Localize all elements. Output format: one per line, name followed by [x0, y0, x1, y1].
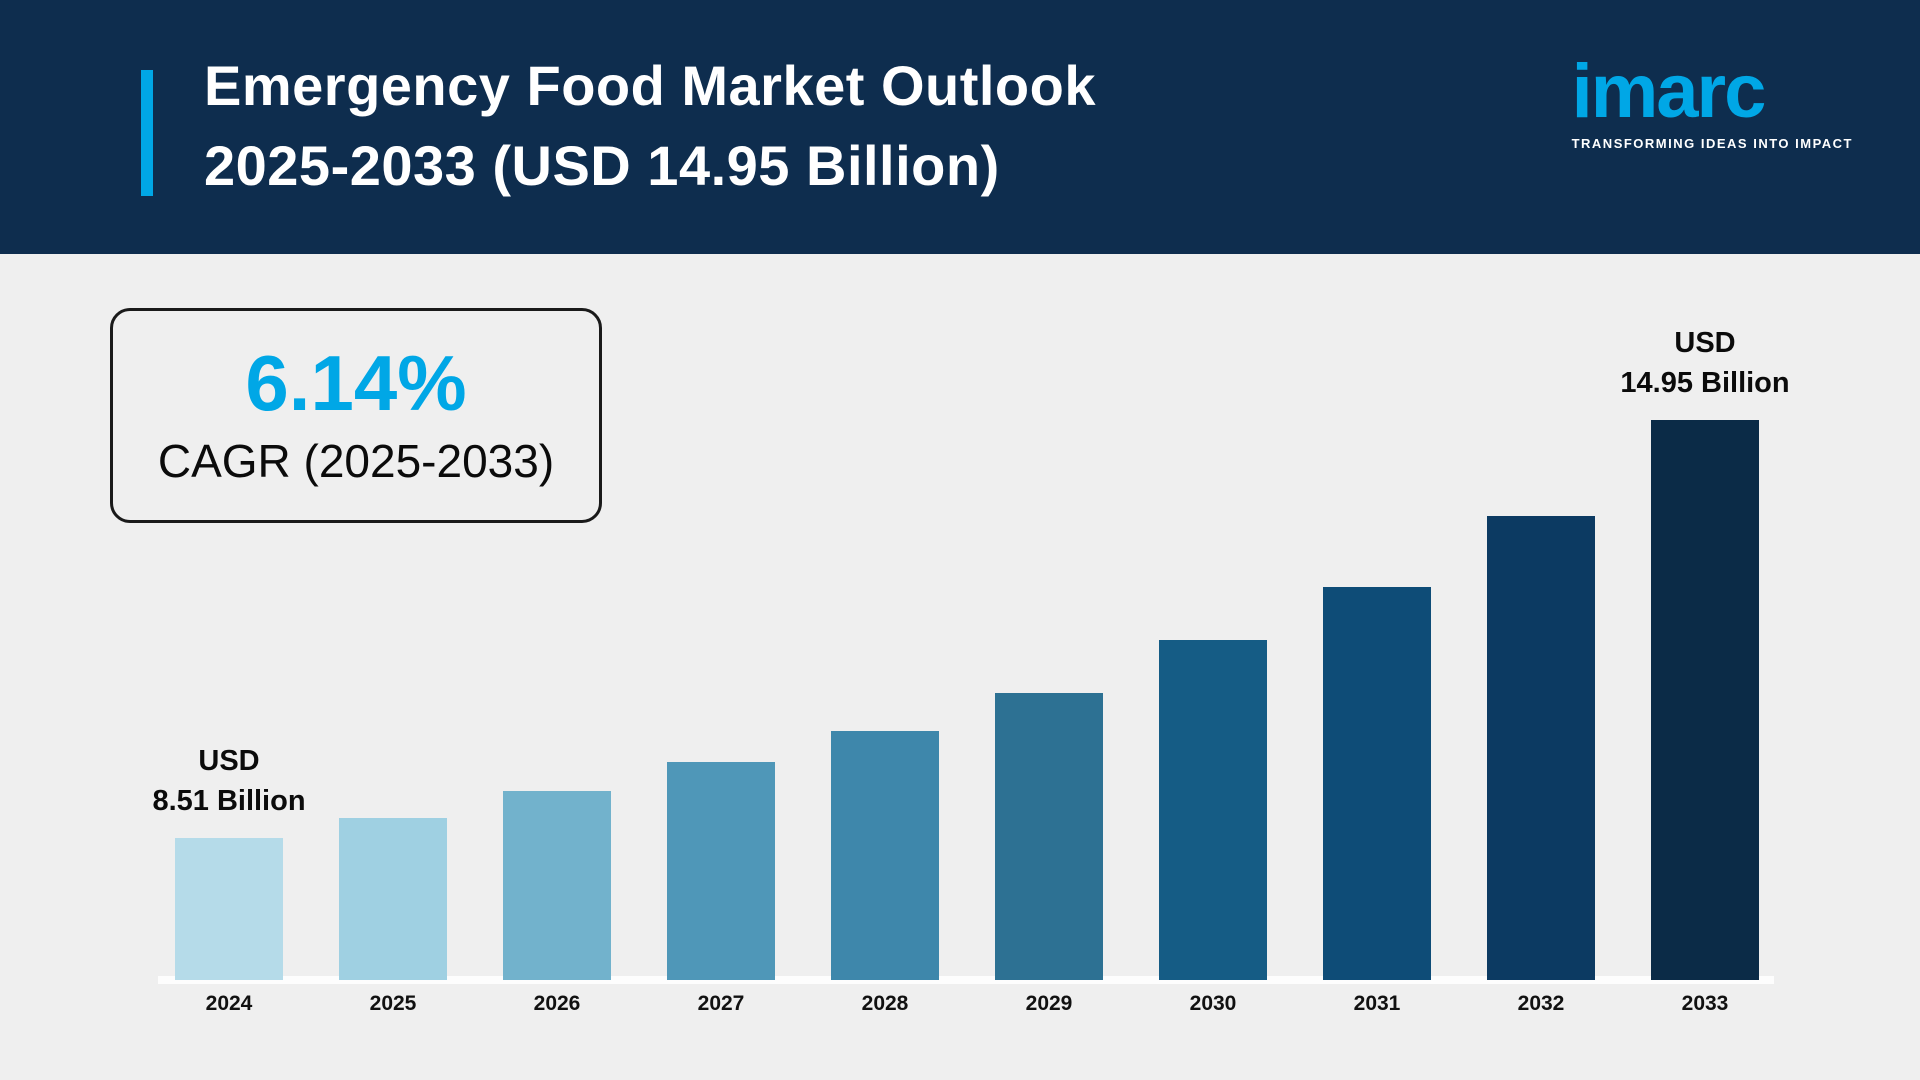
bar-2028	[831, 731, 939, 980]
x-tick-label-2033: 2033	[1681, 992, 1729, 1015]
header: Emergency Food Market Outlook 2025-2033 …	[0, 0, 1920, 254]
x-tick-label-2032: 2032	[1517, 992, 1565, 1015]
bar-2031	[1323, 587, 1431, 980]
bar-2025	[339, 818, 447, 980]
x-tick-label-2029: 2029	[1025, 992, 1073, 1015]
x-tick-label-2026: 2026	[533, 992, 581, 1015]
bar-2032	[1487, 516, 1595, 980]
x-tick-label-2031: 2031	[1353, 992, 1401, 1015]
page-title-line1: Emergency Food Market Outlook	[204, 54, 1096, 117]
bar-2030	[1159, 640, 1267, 980]
bar-2033	[1651, 420, 1759, 980]
imarc-logo-tagline: TRANSFORMING IDEAS INTO IMPACT	[1571, 136, 1853, 151]
page-title: Emergency Food Market Outlook 2025-2033 …	[204, 46, 1096, 206]
bar-2027	[667, 762, 775, 980]
cagr-value: 6.14%	[245, 338, 467, 427]
chart-baseline	[158, 976, 1774, 984]
bar-2024	[175, 838, 283, 980]
bar-value-annotation-2024: USD 8.51 Billion	[152, 744, 306, 818]
cagr-box: 6.14% CAGR (2025-2033)	[110, 308, 602, 523]
x-tick-label-2028: 2028	[861, 992, 909, 1015]
bar-value-annotation-2033: USD 14.95 Billion	[1620, 326, 1790, 400]
title-accent-bar	[141, 70, 153, 196]
bar-2029	[995, 693, 1103, 980]
bar-2026	[503, 791, 611, 980]
imarc-logo: imarc TRANSFORMING IDEAS INTO IMPACT	[1571, 49, 1853, 152]
x-tick-label-2024: 2024	[205, 992, 253, 1015]
x-tick-label-2027: 2027	[697, 992, 745, 1015]
x-tick-label-2025: 2025	[369, 992, 417, 1015]
cagr-label: CAGR (2025-2033)	[157, 435, 555, 488]
page-title-line2: 2025-2033 (USD 14.95 Billion)	[204, 134, 1000, 197]
imarc-logo-wordmark: imarc	[1571, 49, 1767, 134]
x-tick-label-2030: 2030	[1189, 992, 1237, 1015]
